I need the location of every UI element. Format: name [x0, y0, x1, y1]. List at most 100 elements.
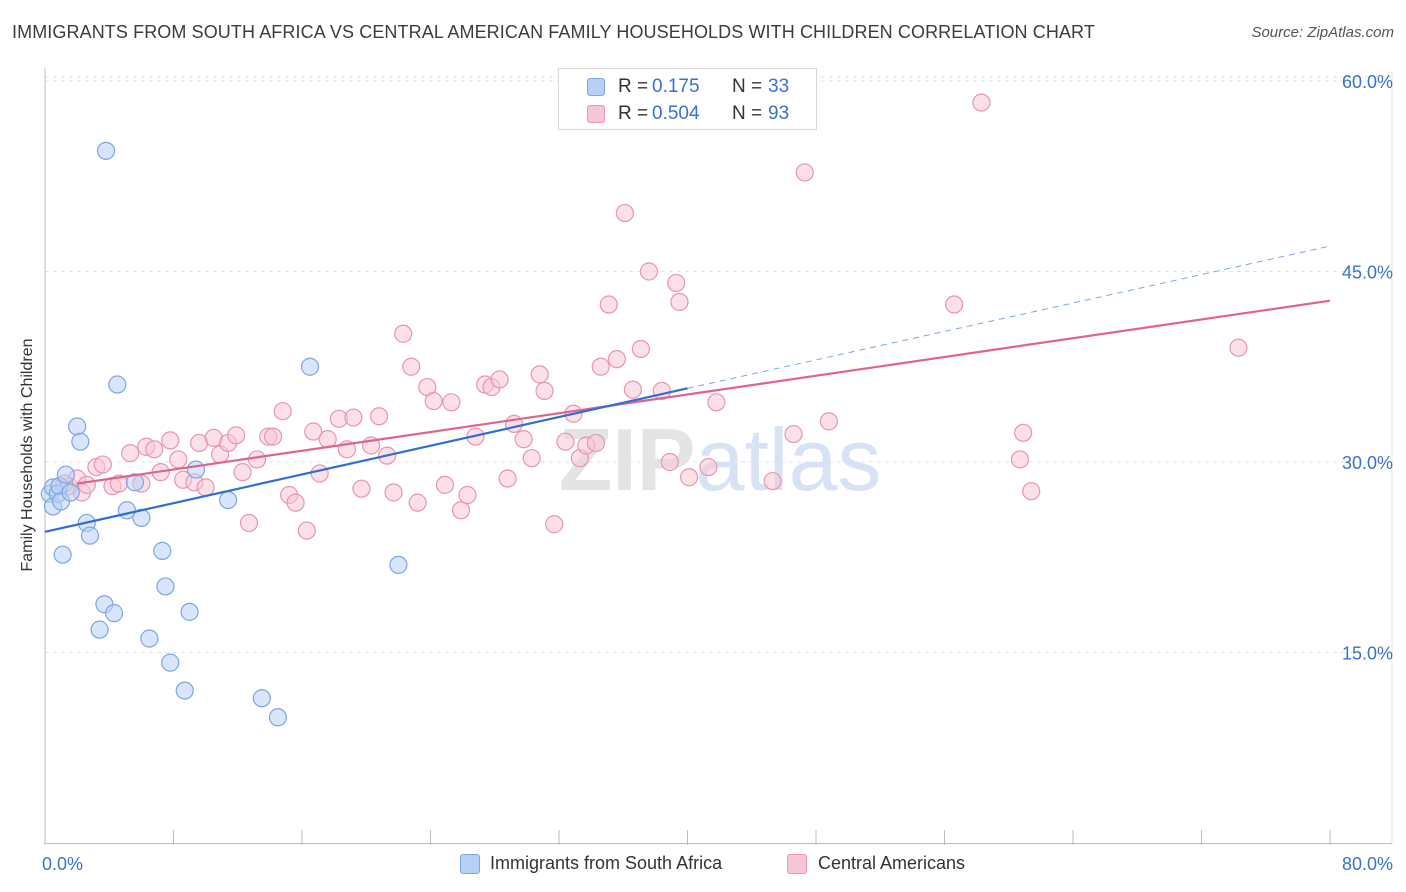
point-central-americans	[660, 452, 679, 472]
point-central-americans	[607, 350, 626, 369]
point-central-americans	[1014, 423, 1033, 442]
point-central-americans	[530, 365, 549, 384]
point-central-americans	[93, 455, 112, 474]
x-tick-label: 80.0%	[1342, 854, 1393, 874]
point-central-americans	[586, 433, 606, 453]
point-central-americans	[623, 380, 642, 399]
point-central-americans	[408, 493, 427, 512]
trendline-central-americans	[76, 299, 1331, 485]
point-south-africa	[53, 545, 72, 564]
point-south-africa	[96, 141, 116, 160]
point-central-americans	[352, 479, 371, 498]
point-central-americans	[972, 93, 991, 112]
point-central-americans	[297, 521, 316, 540]
point-south-africa	[125, 473, 145, 492]
legend-n-value: 33	[768, 76, 790, 97]
source-label: Source: ZipAtlas.com	[1251, 24, 1394, 41]
point-south-africa	[80, 526, 100, 545]
legend-r-label: R =	[618, 76, 649, 97]
point-south-africa	[219, 491, 238, 510]
legend-r-value: 0.504	[652, 103, 700, 124]
point-central-americans	[631, 339, 651, 359]
point-central-americans	[514, 430, 533, 449]
legend-r-value: 0.175	[652, 76, 700, 97]
point-south-africa	[153, 541, 172, 561]
legend-label-central-americans: Central Americans	[818, 853, 966, 873]
point-central-americans	[639, 262, 659, 281]
y-tick-label: 60.0%	[1342, 72, 1393, 92]
point-central-americans	[819, 412, 838, 431]
legend-n-label: N =	[732, 76, 763, 97]
point-central-americans	[233, 463, 252, 482]
point-central-americans	[545, 515, 564, 534]
point-south-africa	[90, 620, 109, 639]
point-central-americans	[310, 464, 329, 483]
trend-lines	[44, 245, 1331, 533]
legend-n-value: 93	[768, 103, 790, 124]
point-central-americans	[1022, 482, 1041, 501]
point-central-americans	[784, 424, 803, 444]
point-central-americans	[370, 407, 389, 426]
correlation-legend: R = 0.175 N = 33 R = 0.504 N = 93	[558, 68, 817, 130]
point-central-americans	[304, 422, 323, 441]
axes	[44, 68, 1392, 845]
point-south-africa	[104, 604, 124, 623]
point-south-africa	[389, 555, 408, 574]
legend-swatch-pink	[587, 105, 605, 123]
point-central-americans	[556, 432, 575, 451]
point-central-americans	[615, 203, 634, 223]
point-central-americans	[196, 478, 215, 497]
legend-swatch-pink	[787, 854, 807, 874]
point-central-americans	[1229, 338, 1248, 357]
data-series	[40, 93, 1248, 727]
point-central-americans	[707, 393, 726, 412]
point-central-americans	[384, 483, 403, 502]
point-central-americans	[670, 292, 689, 312]
point-central-americans	[161, 431, 180, 450]
legend-n-label: N =	[732, 103, 763, 124]
point-south-africa	[71, 432, 90, 451]
point-south-africa	[61, 483, 80, 502]
point-central-americans	[77, 475, 96, 494]
point-central-americans	[763, 471, 782, 491]
point-central-americans	[273, 402, 292, 421]
watermark-atlas: atlas	[696, 410, 882, 509]
legend-r-label: R =	[618, 103, 649, 124]
point-central-americans	[227, 426, 246, 445]
point-central-americans	[522, 449, 541, 468]
chart-title: IMMIGRANTS FROM SOUTH AFRICA VS CENTRAL …	[12, 22, 1095, 42]
grid-lines	[45, 70, 1393, 843]
point-south-africa	[161, 653, 180, 672]
point-central-americans	[945, 295, 964, 314]
point-central-americans	[247, 450, 267, 469]
y-tick-label: 30.0%	[1342, 453, 1393, 473]
point-south-africa	[140, 629, 159, 648]
point-south-africa	[175, 681, 194, 700]
point-south-africa	[156, 577, 175, 596]
point-central-americans	[424, 391, 443, 411]
y-tick-label: 45.0%	[1342, 263, 1393, 283]
legend-label-south-africa: Immigrants from South Africa	[490, 853, 723, 873]
legend-swatch-blue	[587, 78, 605, 96]
point-central-americans	[394, 324, 413, 343]
y-tick-label: 15.0%	[1342, 644, 1393, 664]
point-central-americans	[599, 295, 618, 314]
point-south-africa	[300, 357, 320, 376]
x-tick-label: 0.0%	[42, 854, 83, 874]
point-south-africa	[180, 602, 199, 621]
point-central-americans	[121, 444, 140, 463]
series-central-americans	[55, 93, 1248, 540]
tick-labels: 15.0% 30.0% 45.0% 60.0% 0.0% 80.0%	[42, 72, 1393, 874]
point-south-africa	[268, 708, 288, 727]
point-central-americans	[498, 469, 517, 488]
point-central-americans	[699, 457, 718, 477]
trendline-south-africa-extension	[687, 245, 1331, 389]
trendline-south-africa	[44, 387, 688, 533]
point-central-americans	[344, 408, 363, 427]
legend-swatch-blue	[460, 854, 480, 874]
point-central-americans	[667, 273, 686, 293]
series-south-africa	[40, 141, 408, 727]
point-central-americans	[680, 468, 699, 487]
point-central-americans	[795, 163, 814, 182]
